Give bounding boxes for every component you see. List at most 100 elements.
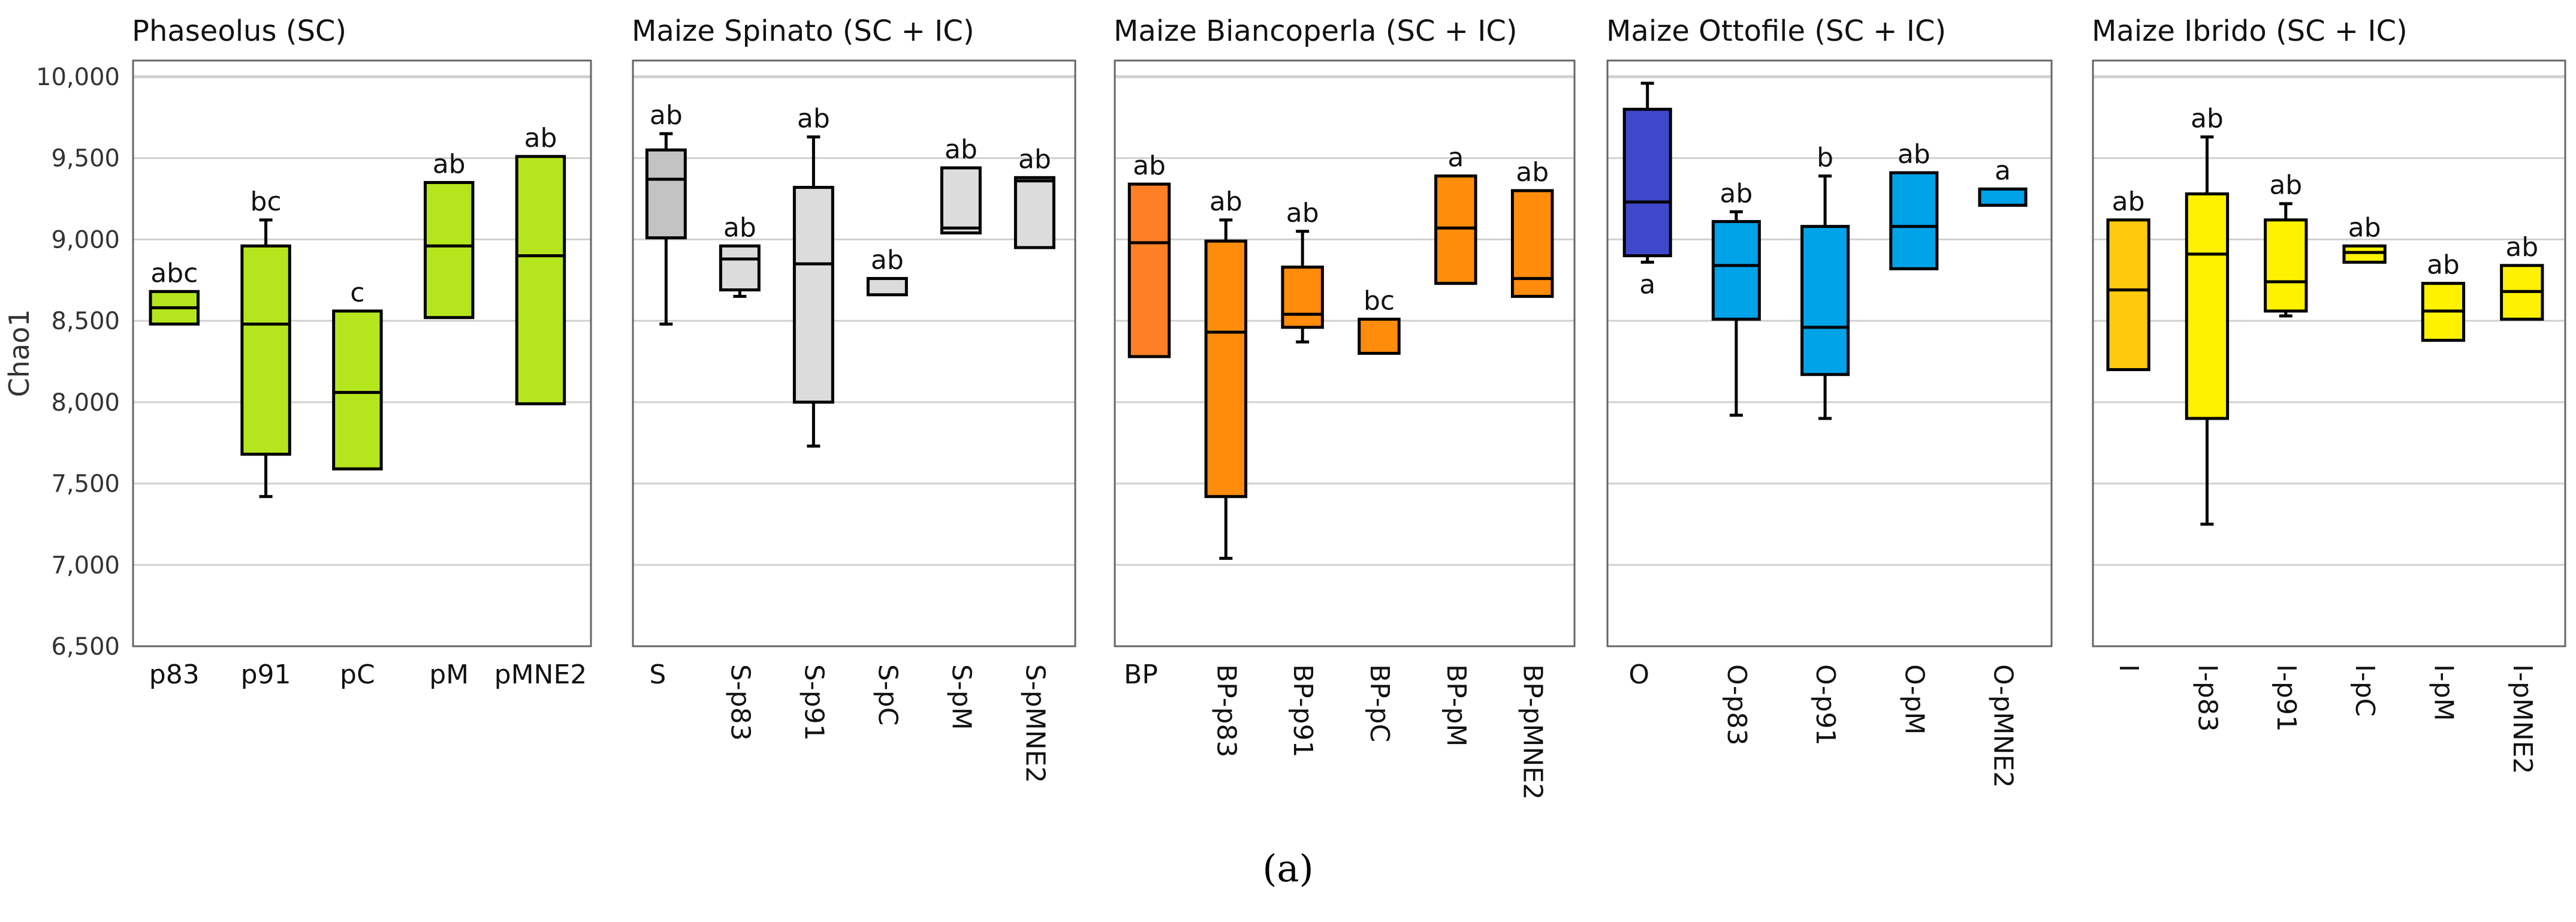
- box-BP-pMNE2: [1510, 189, 1554, 298]
- panel-title: Maize Ottofile (SC + IC): [1606, 14, 1946, 48]
- box-pMNE2: [515, 155, 566, 406]
- x-tick-label: O-pM: [1899, 664, 1929, 735]
- significance-letter: abc: [150, 258, 198, 288]
- box-S-p83: [719, 244, 761, 292]
- figure-caption: (a): [1262, 846, 1313, 890]
- significance-letter: ab: [945, 134, 978, 165]
- x-tick-label: I: [2113, 664, 2144, 672]
- y-tick-label: 9,500: [51, 145, 120, 173]
- panel-frame: [632, 59, 1076, 647]
- significance-letter: ab: [2505, 232, 2538, 263]
- significance-letter: ab: [1286, 198, 1319, 228]
- box-O-p91: [1800, 225, 1850, 376]
- significance-letter: bc: [1364, 285, 1395, 316]
- panel-frame: [2092, 59, 2566, 647]
- box-I-pC: [2342, 244, 2387, 264]
- x-tick-label: p83: [149, 659, 200, 690]
- x-tick-label: S: [649, 659, 666, 690]
- x-tick-label: I-p83: [2192, 664, 2222, 732]
- x-tick-label: BP-p91: [1287, 664, 1318, 758]
- x-tick-label: S-pMNE2: [1019, 664, 1050, 783]
- significance-letter: ab: [650, 100, 683, 131]
- panel-title: Maize Biancoperla (SC + IC): [1114, 14, 1518, 48]
- box-I-p83: [2185, 192, 2230, 420]
- box-O-pM: [1889, 171, 1939, 270]
- significance-letter: ab: [524, 123, 557, 153]
- x-tick-label: BP-pMNE2: [1518, 664, 1548, 800]
- significance-letter: ab: [1209, 186, 1242, 217]
- box-BP-pM: [1434, 174, 1477, 285]
- panel-title: Maize Spinato (SC + IC): [632, 14, 975, 48]
- significance-letter: a: [1639, 269, 1655, 300]
- significance-letter: b: [1817, 143, 1833, 173]
- box-S-pM: [940, 166, 982, 235]
- significance-letter: ab: [797, 103, 830, 134]
- panel-title: Maize Ibrido (SC + IC): [2092, 14, 2408, 48]
- y-axis-label: Chao1: [3, 309, 35, 397]
- x-tick-label: BP-pM: [1441, 664, 1471, 747]
- x-tick-label: I-p91: [2271, 664, 2301, 732]
- box-S-pC: [866, 277, 908, 297]
- significance-letter: ab: [1720, 178, 1752, 209]
- box-O-pMNE2: [1978, 187, 2028, 207]
- x-tick-label: O-p91: [1810, 664, 1841, 746]
- box-S-pMNE2: [1013, 176, 1055, 249]
- x-tick-label: O-pMNE2: [1987, 664, 2018, 788]
- box-BP: [1127, 182, 1171, 358]
- x-tick-label: S-p83: [725, 664, 755, 741]
- significance-letter: c: [350, 278, 364, 308]
- significance-letter: ab: [2191, 103, 2224, 134]
- y-tick-label: 8,000: [51, 389, 120, 417]
- box-I: [2106, 218, 2150, 372]
- significance-letter: ab: [1133, 150, 1166, 181]
- significance-letter: ab: [1898, 139, 1931, 170]
- y-tick-label: 7,500: [51, 471, 120, 498]
- x-tick-label: pMNE2: [494, 659, 587, 690]
- significance-letter: ab: [433, 149, 466, 179]
- y-tick-label: 9,000: [51, 226, 120, 254]
- box-BP-p91: [1281, 266, 1324, 329]
- x-tick-label: BP-p83: [1211, 664, 1241, 758]
- panel-title: Phaseolus (SC): [132, 14, 346, 48]
- box-p91: [240, 244, 291, 456]
- x-tick-label: O-p83: [1721, 664, 1752, 746]
- significance-letter: ab: [871, 245, 904, 276]
- significance-letter: ab: [1516, 157, 1549, 188]
- significance-letter: bc: [250, 186, 281, 217]
- y-tick-label: 7,000: [51, 552, 120, 579]
- x-tick-label: I-pMNE2: [2507, 664, 2538, 774]
- box-S-p91: [792, 186, 834, 404]
- significance-letter: ab: [723, 212, 756, 243]
- x-tick-label: BP: [1124, 659, 1158, 690]
- significance-letter: ab: [2112, 186, 2145, 217]
- significance-letter: a: [1447, 143, 1464, 173]
- box-pC: [332, 309, 383, 471]
- box-BP-p83: [1204, 239, 1248, 498]
- box-S: [645, 148, 687, 240]
- box-O: [1622, 107, 1672, 258]
- box-I-p91: [2264, 218, 2308, 313]
- x-tick-label: BP-pC: [1364, 664, 1395, 742]
- y-tick-label: 6,500: [51, 633, 120, 661]
- y-tick-label: 10,000: [36, 64, 120, 91]
- x-tick-label: p91: [241, 659, 291, 690]
- panel-frame: [132, 59, 592, 647]
- significance-letter: ab: [1018, 144, 1051, 174]
- y-tick-label: 8,500: [51, 308, 120, 335]
- panel-frame: [1114, 59, 1576, 647]
- significance-letter: a: [1995, 155, 2011, 186]
- x-tick-label: pC: [340, 659, 375, 690]
- x-tick-label: I-pC: [2349, 664, 2380, 717]
- x-tick-label: I-pM: [2428, 664, 2459, 721]
- x-tick-label: pM: [429, 659, 469, 690]
- x-tick-label: S-pM: [946, 664, 976, 730]
- significance-letter: ab: [2269, 170, 2302, 201]
- panel-frame: [1606, 59, 2053, 647]
- x-tick-label: O: [1628, 659, 1649, 690]
- box-O-p83: [1711, 220, 1761, 321]
- box-pM: [423, 180, 475, 320]
- x-tick-label: S-p91: [798, 664, 829, 741]
- significance-letter: ab: [2427, 250, 2460, 281]
- significance-letter: ab: [2348, 212, 2381, 243]
